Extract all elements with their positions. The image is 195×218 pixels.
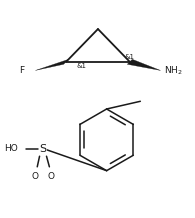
Text: F: F xyxy=(19,66,24,75)
Text: S: S xyxy=(39,143,47,153)
Text: O: O xyxy=(32,172,39,181)
Polygon shape xyxy=(127,59,160,70)
Polygon shape xyxy=(35,59,69,70)
Text: HO: HO xyxy=(4,144,18,153)
Text: &1: &1 xyxy=(77,63,87,69)
Text: &1: &1 xyxy=(125,54,135,60)
Text: NH$_2$: NH$_2$ xyxy=(164,64,183,77)
Text: O: O xyxy=(48,172,55,181)
